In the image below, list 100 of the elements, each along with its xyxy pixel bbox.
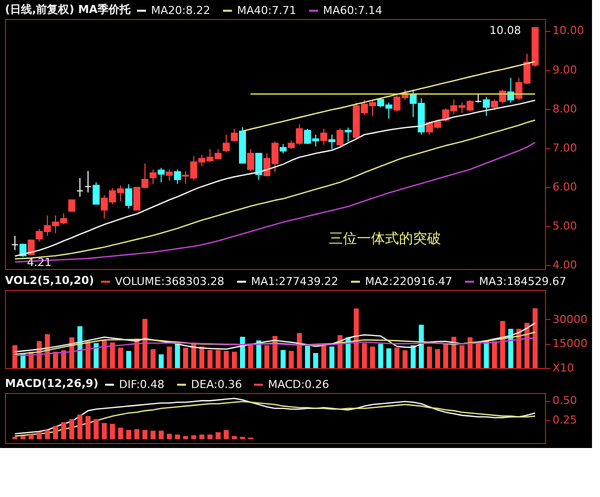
bar [410,345,416,368]
bar [126,350,132,368]
bar [150,430,156,440]
bar [158,354,164,368]
legend-title: MACD(12,26,9) [5,377,98,390]
bar [110,424,115,440]
bar [142,318,148,368]
bar [191,435,196,440]
candlestick [320,128,328,146]
bar [86,416,91,440]
candlestick [92,182,100,205]
y-tick-label: 10.00 [552,24,584,38]
y-tick-label: X10 [552,362,574,374]
candlestick [247,148,254,172]
bar [61,350,66,368]
bar [94,419,99,440]
bar [224,430,229,440]
bar [69,419,74,440]
y-tick-label: 15000 [552,337,588,350]
candlestick [230,128,238,142]
candlestick [255,152,262,180]
bar [102,340,107,368]
bar [191,344,196,368]
bar [280,350,286,368]
bar [142,430,148,440]
bar [264,345,270,368]
y-tick-label: 0.50 [552,394,577,408]
bar [36,432,42,440]
legend-label: MA20:8.22 [151,4,210,17]
bar [354,308,359,368]
bar [321,345,326,368]
candlestick [28,240,35,256]
candlestick [336,128,344,147]
y-tick-label: 5.00 [552,220,577,233]
bar [329,346,334,368]
bar [508,328,514,368]
bar [61,422,66,440]
bar [232,352,237,368]
bar [28,434,34,440]
bar [207,350,212,368]
candlestick [222,134,230,152]
line-series [14,322,536,352]
y-tick-label: 30000 [552,312,588,326]
bar [484,341,489,368]
line-series [14,337,536,356]
candlestick [158,167,165,183]
legend-label: MA40:7.71 [237,4,296,17]
candlestick [344,127,352,142]
bar [102,423,107,440]
bar [216,432,221,440]
bar [224,350,229,368]
candlestick [507,77,514,104]
bar [418,324,424,368]
bar [402,350,408,368]
bar [296,333,302,368]
bar [500,321,506,368]
bar [459,345,464,368]
bar [386,348,392,368]
y-tick-label: 0.25 [552,413,577,426]
bar [207,434,212,440]
bar [77,414,82,440]
bar [288,350,294,368]
candlestick [76,177,84,198]
bar [426,346,432,368]
candlestick [68,199,76,212]
y-tick-label: 6.00 [552,180,577,194]
bar [174,343,180,368]
bar [183,348,188,368]
legend-label: MA2:220916.47 [365,274,452,288]
legend-label: MACD:0.26 [268,378,330,391]
bar [492,341,497,368]
bar [232,436,237,440]
bar [20,436,26,440]
bar [118,428,124,440]
bar [118,348,124,368]
bar [183,436,188,440]
annotation: 三位一体式的突破 [329,231,441,247]
bar [77,326,82,368]
bar [110,342,115,368]
candlestick [150,168,157,184]
bar [370,346,376,368]
bar [174,434,180,440]
line-series [14,331,536,355]
candlestick [166,168,173,182]
bar [216,350,221,368]
bar [435,349,440,368]
legend-title: (日线,前复权) MA季价托 [5,3,132,16]
bar [134,429,140,440]
bar [94,343,99,368]
bar [378,344,384,368]
candlestick [125,184,132,209]
bar [53,352,58,368]
legend-label: VOLUME:368303.28 [115,274,224,288]
annotation: 10.08 [490,24,521,37]
candlestick [174,168,181,184]
legend-label: MA3:184529.67 [479,274,566,288]
bar [394,348,400,368]
bar [12,345,18,368]
candlestick [280,144,287,154]
bar [240,336,245,368]
